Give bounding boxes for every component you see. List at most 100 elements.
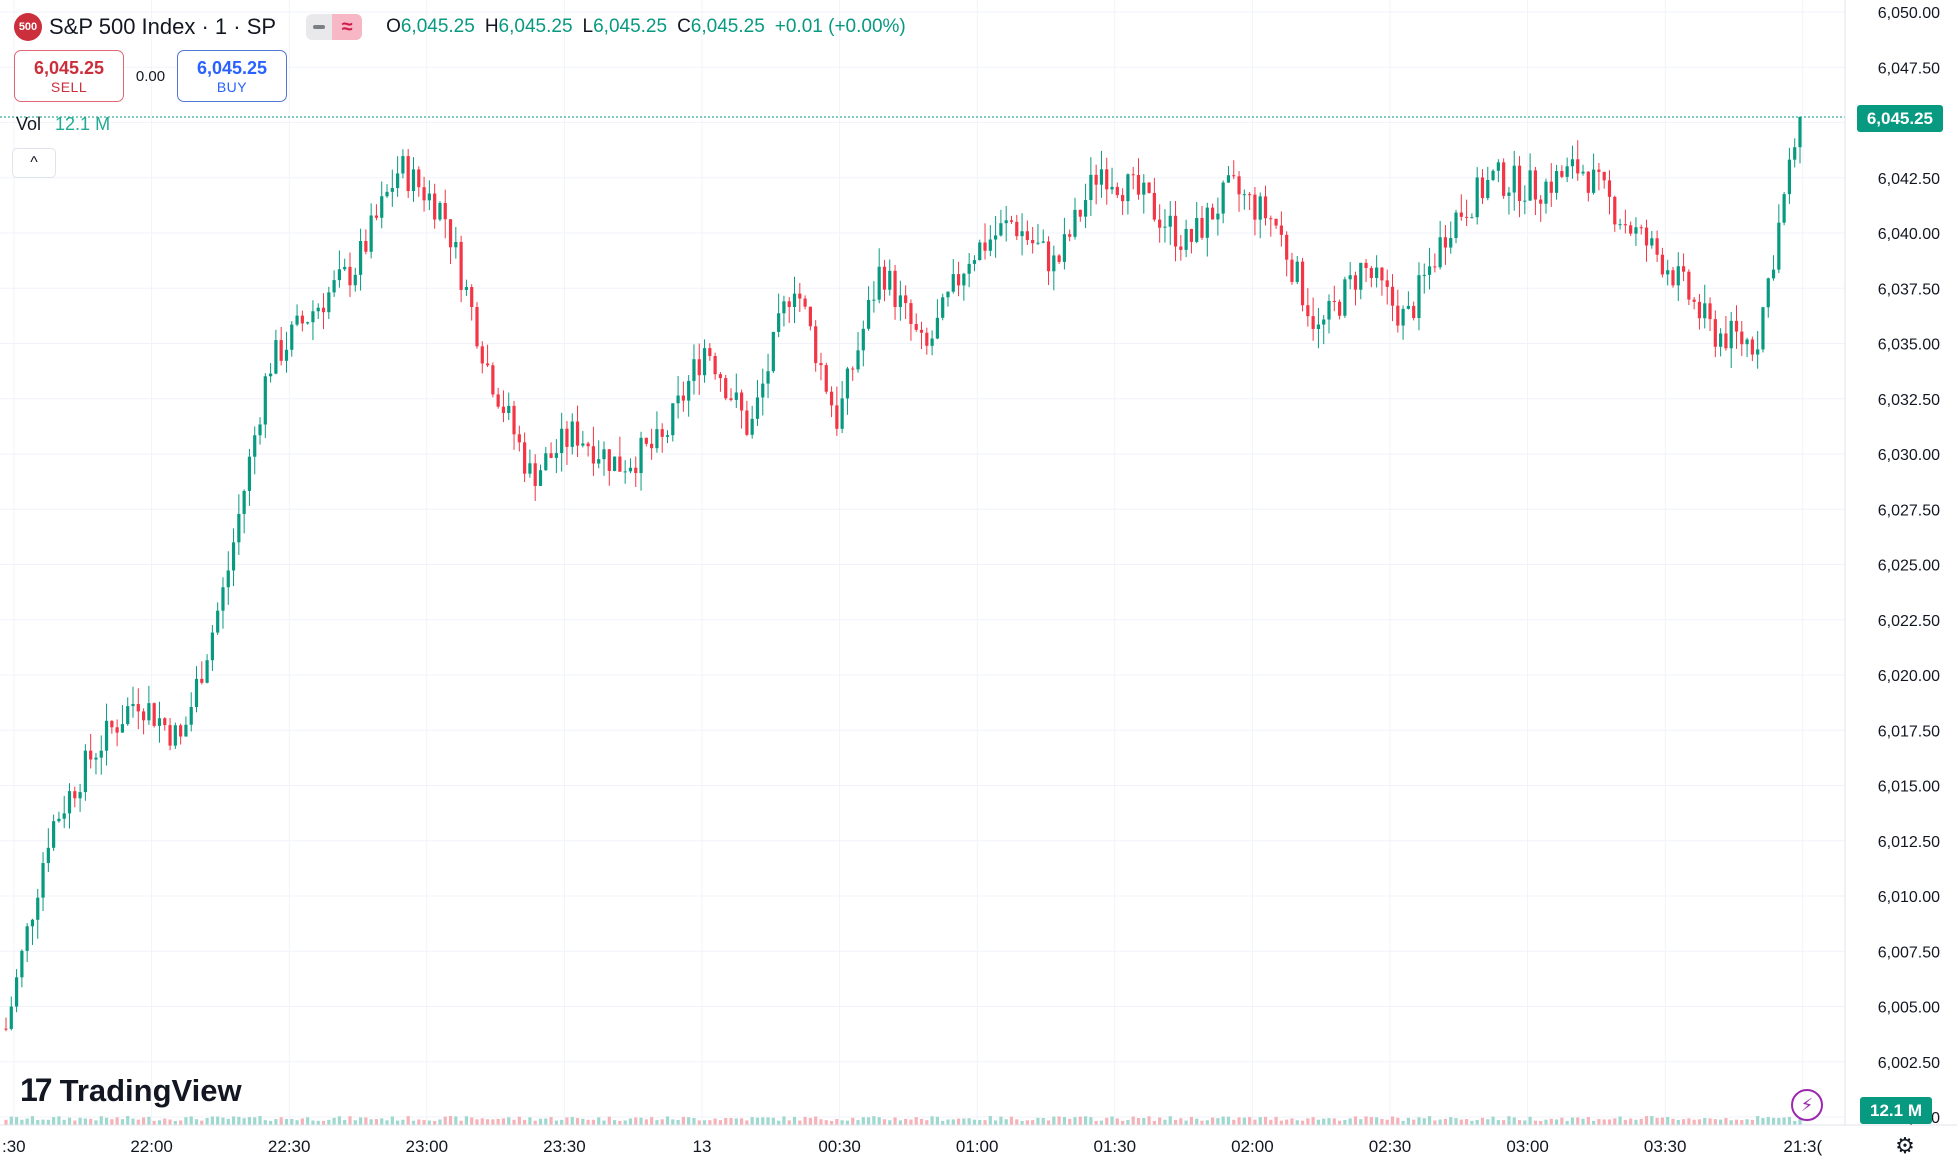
volume-bar: [1544, 1119, 1548, 1125]
volume-bar: [231, 1116, 236, 1125]
volume-bar: [798, 1120, 802, 1125]
candle-body: [200, 678, 204, 683]
volume-bar: [485, 1119, 490, 1125]
candle-body: [433, 193, 437, 220]
high-value: 6,045.25: [498, 16, 573, 37]
volume-bar: [1618, 1116, 1622, 1125]
symbol-title[interactable]: S&P 500 Index · 1 · SP: [49, 14, 277, 39]
x-tick-label: 13: [693, 1137, 712, 1156]
x-tick-label: 01:00: [956, 1137, 999, 1156]
buy-button[interactable]: 6,045.25 BUY: [177, 50, 287, 102]
volume-bar: [1322, 1118, 1326, 1125]
lightning-icon[interactable]: ⚡: [1791, 1089, 1823, 1121]
candle-body: [523, 442, 527, 474]
minus-icon[interactable]: [306, 14, 333, 40]
candle-body: [1311, 316, 1315, 330]
sell-button[interactable]: 6,045.25 SELL: [14, 50, 124, 102]
volume-bar: [4, 1119, 8, 1125]
candle-body: [41, 863, 45, 898]
volume-bar: [978, 1119, 982, 1125]
volume-bar: [994, 1120, 998, 1125]
volume-bar: [1285, 1119, 1289, 1125]
volume-bar: [1697, 1119, 1702, 1125]
volume-bar: [956, 1118, 961, 1125]
candle-body: [1115, 186, 1119, 196]
volume-bar: [771, 1117, 775, 1125]
volume-bar: [1216, 1118, 1220, 1125]
candle-body: [480, 346, 484, 364]
volume-bar: [639, 1117, 643, 1125]
candle-body: [607, 449, 611, 471]
volume-bar: [126, 1116, 130, 1125]
candle-body: [1242, 194, 1246, 196]
volume-bar: [364, 1117, 368, 1125]
candle-body: [321, 307, 326, 313]
volume-bar: [1660, 1117, 1665, 1125]
candle-body: [1036, 242, 1040, 244]
volume-bar: [1126, 1119, 1130, 1125]
price-axis[interactable]: 6,050.006,047.506,045.006,042.506,040.00…: [1878, 5, 1940, 1127]
volume-bar: [327, 1119, 331, 1125]
candle-body: [570, 421, 574, 447]
collapse-legend-button[interactable]: ^: [12, 148, 56, 178]
volume-bar: [1089, 1117, 1093, 1125]
candle-body: [507, 405, 511, 413]
wave-icon[interactable]: ≈: [332, 14, 363, 40]
candle-body: [1740, 331, 1744, 345]
volume-bar: [512, 1119, 516, 1125]
volume-bar: [1163, 1119, 1167, 1125]
candle-body: [988, 239, 992, 251]
volume-bar: [210, 1116, 214, 1125]
volume-bar: [464, 1116, 469, 1125]
volume-bar: [1406, 1117, 1410, 1125]
chart-type-toggle[interactable]: ≈: [306, 14, 363, 40]
volume-bar: [919, 1118, 924, 1125]
gear-icon[interactable]: ⚙: [1895, 1133, 1915, 1158]
volume-bar: [1644, 1116, 1649, 1125]
candle-body: [1253, 194, 1257, 220]
candle-body: [1226, 175, 1231, 183]
volume-bar: [284, 1119, 289, 1125]
candle-body: [1623, 224, 1627, 226]
candle-body: [544, 453, 548, 471]
volume-bar: [1041, 1117, 1045, 1125]
volume-bar: [1761, 1117, 1765, 1125]
last-price-badge: 6,045.25: [1856, 105, 1943, 132]
volume-bar: [1131, 1116, 1135, 1125]
volume-bar: [1576, 1117, 1580, 1125]
volume-bar: [618, 1120, 622, 1125]
volume-bar: [141, 1117, 146, 1125]
volume-bar: [1560, 1117, 1564, 1125]
volume-bar: [538, 1118, 543, 1125]
y-tick-label: 6,027.50: [1878, 502, 1940, 519]
volume-bar: [316, 1120, 320, 1125]
candle-body: [1258, 196, 1262, 220]
candle-body: [1200, 217, 1204, 238]
candle-body: [427, 193, 431, 201]
volume-bars: [4, 1116, 1802, 1125]
candle-body: [1306, 305, 1310, 317]
volume-bar: [687, 1117, 691, 1125]
volume-bar: [962, 1118, 966, 1125]
candle-body: [1750, 339, 1754, 355]
volume-badge: 12.1 M: [1860, 1097, 1932, 1124]
candle-body: [216, 610, 220, 633]
time-axis[interactable]: :30 22:00 22:30 23:00 23:30 13 00:30 01:00 01:30…: [2, 1137, 1823, 1156]
candle-body: [665, 435, 670, 437]
buy-price: 6,045.25: [196, 57, 268, 78]
volume-bar: [46, 1119, 50, 1125]
candle-body: [655, 429, 659, 449]
volume-bar: [1094, 1120, 1098, 1125]
candle-body: [602, 449, 606, 460]
volume-bar: [544, 1118, 548, 1125]
volume-bar: [1602, 1119, 1606, 1125]
volume-legend[interactable]: Vol 12.1 M: [16, 114, 110, 135]
volume-bar: [1142, 1118, 1146, 1125]
volume-bar: [14, 1117, 19, 1125]
volume-bar: [999, 1116, 1003, 1125]
x-tick-label: 03:30: [1644, 1137, 1687, 1156]
tradingview-logo[interactable]: 17 TradingView: [20, 1072, 242, 1109]
volume-bar: [1724, 1118, 1728, 1125]
tradingview-wordmark: TradingView: [59, 1072, 242, 1108]
